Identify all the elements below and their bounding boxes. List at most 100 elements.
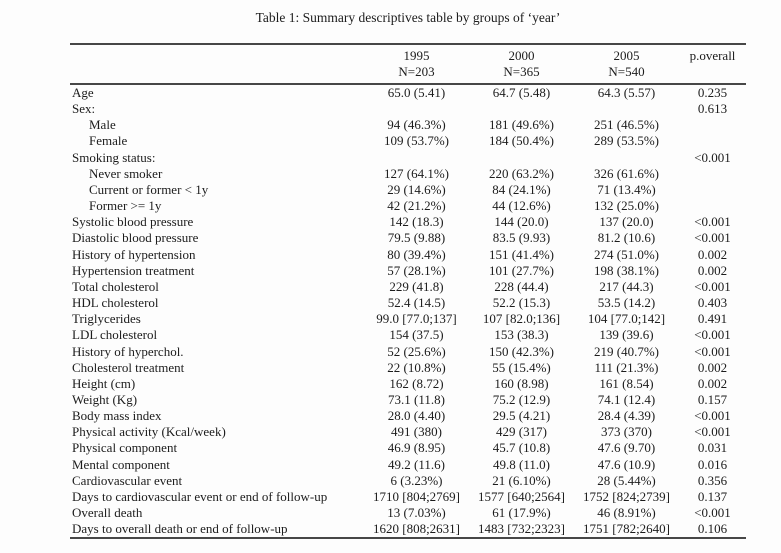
cell-value: 13 (7.03%) xyxy=(387,505,446,521)
cell-value: 373 (370) xyxy=(601,424,652,440)
cell-value: 1710 [804;2769] xyxy=(372,488,461,504)
cell-value xyxy=(364,101,469,117)
cell-value: 162 (8.72) xyxy=(389,375,444,391)
cell-value: 52.2 (15.3) xyxy=(492,295,551,311)
cell-value: 132 (25.0%) xyxy=(594,198,659,214)
row-label: Mental component xyxy=(72,456,170,472)
group-year-label: 2000 xyxy=(508,48,535,63)
cell-value: 74.1 (12.4) xyxy=(597,391,656,407)
table-row: Cardiovascular event 6 (3.23%) 21 (6.10%) 2… xyxy=(70,473,746,489)
cell-value: 181 (49.6%) xyxy=(489,117,554,133)
cell-value: 46 (8.91%) xyxy=(597,505,656,521)
table-row: Overall death 13 (7.03%) 61 (17.9%) 46 (8.9… xyxy=(70,505,746,521)
row-label: Days to overall death or end of follow-u… xyxy=(72,521,288,537)
cell-value: 219 (40.7%) xyxy=(594,343,659,359)
cell-pvalue: 0.002 xyxy=(697,246,728,262)
table-row: LDL cholesterol 154 (37.5) 153 (38.3) 139 (… xyxy=(70,327,746,343)
cell-value: 111 (21.3%) xyxy=(594,359,659,375)
cell-pvalue: 0.235 xyxy=(697,85,728,100)
cell-value: 55 (15.4%) xyxy=(492,359,551,375)
cell-value: 1751 [782;2640] xyxy=(582,521,671,537)
cell-value: 29.5 (4.21) xyxy=(492,408,551,424)
cell-value: 28.0 (4.40) xyxy=(387,408,446,424)
cell-pvalue xyxy=(679,182,746,198)
cell-pvalue: <0.001 xyxy=(694,408,731,424)
table-row: Days to cardiovascular event or end of f… xyxy=(70,489,746,505)
cell-value: 144 (20.0) xyxy=(494,214,549,230)
table-row: Never smoker 127 (64.1%) 220 (63.2%) 326 (6… xyxy=(70,166,746,182)
table-row: Systolic blood pressure 142 (18.3) 144 (20… xyxy=(70,214,746,230)
cell-value: 326 (61.6%) xyxy=(594,165,659,181)
cell-pvalue: <0.001 xyxy=(694,278,731,294)
cell-value: 184 (50.4%) xyxy=(489,133,554,149)
table-row: HDL cholesterol 52.4 (14.5) 52.2 (15.3) 53.… xyxy=(70,295,746,311)
row-label: Height (cm) xyxy=(72,375,136,391)
row-label: Cardiovascular event xyxy=(72,472,183,488)
group-n-label: N=540 xyxy=(608,63,645,79)
row-label: HDL cholesterol xyxy=(72,295,159,311)
row-label: Male xyxy=(89,117,116,133)
cell-value: 83.5 (9.93) xyxy=(492,230,551,246)
row-label: Current or former < 1y xyxy=(89,181,209,197)
cell-pvalue xyxy=(679,166,746,182)
cell-value: 28 (5.44%) xyxy=(597,472,656,488)
cell-value: 28.4 (4.39) xyxy=(597,408,656,424)
cell-value: 198 (38.1%) xyxy=(594,262,659,278)
cell-pvalue: 0.491 xyxy=(697,311,728,327)
table-row: Hypertension treatment 57 (28.1%) 101 (27.… xyxy=(70,263,746,279)
cell-value: 52 (25.6%) xyxy=(387,343,446,359)
cell-value: 1620 [808;2631] xyxy=(372,521,461,537)
cell-value: 289 (53.5%) xyxy=(594,133,659,149)
cell-value: 6 (3.23%) xyxy=(390,472,443,488)
cell-pvalue: 0.403 xyxy=(697,295,728,311)
group-n-label: N=365 xyxy=(503,63,540,79)
cell-value: 99.0 [77.0;137] xyxy=(376,311,457,327)
table-row: Cholesterol treatment 22 (10.8%) 55 (15.4%… xyxy=(70,360,746,376)
cell-value: 80 (39.4%) xyxy=(387,246,446,262)
cell-pvalue: 0.106 xyxy=(697,521,728,537)
cell-value: 274 (51.0%) xyxy=(594,246,659,262)
cell-pvalue: 0.157 xyxy=(697,391,728,407)
cell-pvalue: <0.001 xyxy=(694,424,731,440)
cell-value: 57 (28.1%) xyxy=(387,262,446,278)
cell-pvalue: 0.002 xyxy=(697,359,728,375)
cell-value: 65.0 (5.41) xyxy=(387,85,446,100)
column-header-1995: 1995 N=203 xyxy=(364,44,469,84)
cell-value: 150 (42.3%) xyxy=(489,343,554,359)
row-label: Days to cardiovascular event or end of f… xyxy=(72,488,328,504)
cell-value: 49.2 (11.6) xyxy=(388,456,445,472)
column-header-variable xyxy=(70,44,364,84)
cell-value: 127 (64.1%) xyxy=(384,165,449,181)
group-year-label: 2005 xyxy=(613,48,640,63)
table-row: Smoking status: <0.001 xyxy=(70,150,746,166)
column-header-poverall: p.overall xyxy=(679,44,746,84)
cell-pvalue: <0.001 xyxy=(694,149,731,165)
cell-pvalue xyxy=(679,198,746,214)
row-label: History of hypertension xyxy=(72,246,196,262)
row-label: Diastolic blood pressure xyxy=(72,230,199,246)
cell-pvalue: 0.613 xyxy=(697,101,728,117)
row-label: Weight (Kg) xyxy=(72,391,138,407)
cell-value: 142 (18.3) xyxy=(389,214,444,230)
cell-value xyxy=(364,150,469,166)
header-row: 1995 N=203 2000 N=365 2005 N=540 p.overa… xyxy=(70,44,746,84)
cell-value: 75.2 (12.9) xyxy=(492,391,551,407)
table-row: Height (cm) 162 (8.72) 160 (8.98) 161 (8.54… xyxy=(70,376,746,392)
cell-value: 251 (46.5%) xyxy=(594,117,659,133)
table-row: Sex: 0.613 xyxy=(70,101,746,117)
cell-value: 29 (14.6%) xyxy=(387,181,446,197)
cell-value: 217 (44.3) xyxy=(599,278,654,294)
cell-pvalue xyxy=(679,117,746,133)
table-caption: Table 1: Summary descriptives table by g… xyxy=(255,10,561,25)
cell-value: 1752 [824;2739] xyxy=(582,488,671,504)
table-row: Physical activity (Kcal/week) 491 (380) 42… xyxy=(70,424,746,440)
cell-value: 491 (380) xyxy=(391,424,442,440)
row-label: Body mass index xyxy=(72,408,162,424)
cell-pvalue: <0.001 xyxy=(694,343,731,359)
cell-value: 229 (41.8) xyxy=(389,278,444,294)
row-label: Systolic blood pressure xyxy=(72,214,194,230)
table-row: Mental component 49.2 (11.6) 49.8 (11.0) 47… xyxy=(70,457,746,473)
cell-value: 47.6 (10.9) xyxy=(597,456,656,472)
cell-pvalue: 0.002 xyxy=(697,375,728,391)
row-label: Age xyxy=(72,85,94,100)
